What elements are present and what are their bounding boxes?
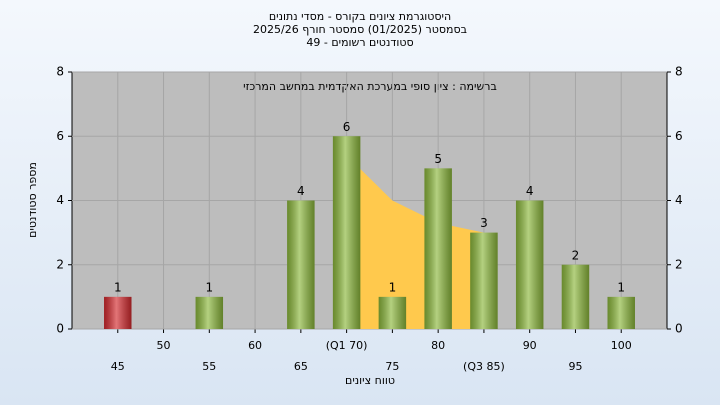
value-label: 4: [526, 184, 534, 198]
x-tick-label: (Q1 70): [326, 339, 368, 352]
x-tick-label: (Q3 85): [463, 360, 505, 373]
y2-tick-label: 2: [675, 257, 683, 271]
x-tick-label: 75: [385, 360, 399, 373]
x-tick-label: 80: [431, 339, 445, 352]
bar: [607, 296, 635, 329]
bar: [332, 136, 361, 329]
y-tick-label: 6: [56, 129, 64, 143]
bar: [424, 168, 452, 329]
x-axis-label: טווח ציונים: [345, 374, 395, 387]
value-label: 6: [343, 120, 351, 134]
bar: [470, 232, 498, 329]
x-tick-label: 90: [523, 339, 537, 352]
x-tick-label: 45: [111, 360, 125, 373]
value-label: 1: [617, 280, 625, 294]
y-tick-label: 4: [56, 193, 64, 207]
y-tick-label: 2: [56, 257, 64, 271]
y2-tick-label: 0: [675, 322, 683, 336]
value-label: 4: [297, 184, 305, 198]
x-tick-label: 50: [157, 339, 171, 352]
value-label: 1: [114, 280, 122, 294]
bar: [287, 200, 315, 329]
bar: [104, 296, 132, 329]
annotation: ברשימה : ציון סופי במערכת האקדמית במחשב …: [243, 80, 497, 93]
value-label: 5: [434, 152, 442, 166]
x-tick-label: 95: [568, 360, 582, 373]
value-label: 3: [480, 216, 488, 230]
title-line: סטודנטים רשומים - 49: [306, 36, 413, 49]
y2-tick-label: 8: [675, 65, 683, 79]
bar: [561, 264, 590, 329]
x-tick-label: 60: [248, 339, 262, 352]
y-axis-label: מספר סטודנטים: [26, 162, 39, 238]
y2-tick-label: 4: [675, 193, 683, 207]
bar: [378, 296, 407, 329]
value-label: 2: [572, 248, 580, 262]
value-label: 1: [389, 280, 397, 294]
bar: [515, 200, 544, 329]
value-label: 1: [205, 280, 213, 294]
x-tick-label: 100: [611, 339, 632, 352]
bar: [195, 296, 224, 329]
y-tick-label: 0: [56, 322, 64, 336]
x-tick-label: 65: [294, 360, 308, 373]
y2-tick-label: 6: [675, 129, 683, 143]
x-tick-label: 55: [202, 360, 216, 373]
title-line: היסטוגרמת ציונים בקורס - מסדי נתונים: [269, 10, 451, 23]
y-tick-label: 8: [56, 65, 64, 79]
title-line: בסמסטר (01/2025) סמסטר חורף 2025/26: [253, 23, 467, 36]
